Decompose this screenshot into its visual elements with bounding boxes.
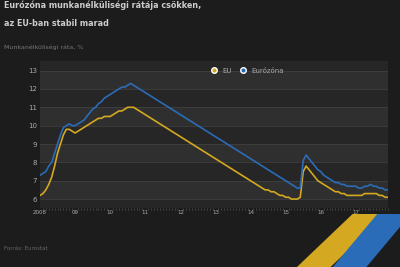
Bar [40, 107, 388, 126]
Bar [40, 199, 388, 208]
Bar [40, 89, 388, 107]
Polygon shape [297, 214, 386, 267]
Text: az EU-ban stabil marad: az EU-ban stabil marad [4, 19, 109, 28]
Legend: EU, Eurózóna: EU, Eurózóna [204, 65, 287, 76]
Bar [40, 126, 388, 144]
Bar [40, 70, 388, 89]
Bar [40, 144, 388, 162]
Bar [40, 162, 388, 181]
Bar [40, 61, 388, 70]
Bar [40, 181, 388, 199]
Polygon shape [333, 214, 400, 267]
Text: Forrás: Eurostat: Forrás: Eurostat [4, 246, 48, 251]
Text: Eurózóna munkanélküliségi rátája csökken,: Eurózóna munkanélküliségi rátája csökken… [4, 0, 201, 10]
Text: Munkanélküliségi ráta, %: Munkanélküliségi ráta, % [4, 45, 83, 50]
